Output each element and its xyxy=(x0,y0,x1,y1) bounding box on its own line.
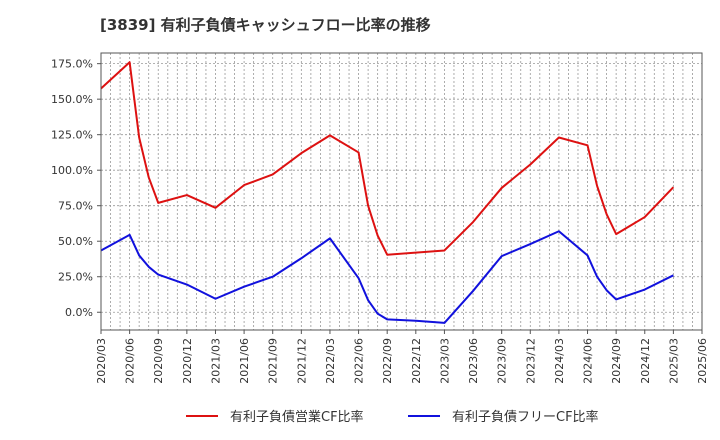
x-tick-label: 2025/06 xyxy=(696,338,709,384)
x-tick-label: 2020/09 xyxy=(152,338,165,384)
plot-frame xyxy=(100,52,703,331)
y-tick-label: 0.0% xyxy=(65,306,93,319)
x-tick-label: 2020/06 xyxy=(124,338,137,384)
x-tick-label: 2023/12 xyxy=(524,338,537,384)
legend: 有利子負債営業CF比率 有利子負債フリーCF比率 xyxy=(0,406,720,426)
line-chart: 0.0% 25.0% 50.0% 75.0% 100.0% 125.0% 150.0% 175… xyxy=(51,52,709,384)
legend-label: 有利子負債フリーCF比率 xyxy=(452,410,599,425)
grid xyxy=(100,53,703,330)
x-tick-label: 2020/03 xyxy=(95,338,108,384)
x-tick-label: 2022/12 xyxy=(410,338,423,384)
legend-swatch xyxy=(186,414,218,417)
chart-title: [3839] 有利子負債キャッシュフロー比率の推移 xyxy=(100,16,431,34)
legend-swatch xyxy=(408,414,440,417)
x-tick-label: 2023/03 xyxy=(438,338,451,384)
x-tick-label: 2025/03 xyxy=(667,338,680,384)
x-tick-label: 2023/06 xyxy=(467,338,480,384)
y-tick-label: 125.0% xyxy=(51,129,93,142)
x-tick-label: 2021/12 xyxy=(295,338,308,384)
x-tick-label: 2024/03 xyxy=(553,338,566,384)
x-tick-label: 2022/09 xyxy=(381,338,394,384)
series-line-0 xyxy=(100,61,675,256)
x-tick-label: 2024/09 xyxy=(610,338,623,384)
x-tick-label: 2023/09 xyxy=(496,338,509,384)
y-tick-label: 50.0% xyxy=(58,235,93,248)
y-tick-label: 175.0% xyxy=(51,58,93,71)
y-tick-label: 150.0% xyxy=(51,93,93,106)
x-tick-label: 2022/06 xyxy=(353,338,366,384)
x-tick-label: 2020/12 xyxy=(181,338,194,384)
axes: 0.0% 25.0% 50.0% 75.0% 100.0% 125.0% 150.0% 175… xyxy=(51,52,709,384)
x-tick-label: 2021/03 xyxy=(209,338,222,384)
y-tick-label: 100.0% xyxy=(51,164,93,177)
legend-item-operating-cf: 有利子負債営業CF比率 xyxy=(186,406,364,425)
y-tick-label: 25.0% xyxy=(58,271,93,284)
x-tick-label: 2022/03 xyxy=(324,338,337,384)
y-tick-label: 75.0% xyxy=(58,200,93,213)
legend-label: 有利子負債営業CF比率 xyxy=(230,410,364,425)
series-line-1 xyxy=(100,230,674,324)
legend-item-free-cf: 有利子負債フリーCF比率 xyxy=(408,406,599,425)
x-tick-label: 2021/06 xyxy=(238,338,251,384)
series-lines xyxy=(100,61,675,324)
x-tick-label: 2024/06 xyxy=(582,338,595,384)
x-tick-label: 2024/12 xyxy=(639,338,652,384)
x-tick-label: 2021/09 xyxy=(267,338,280,384)
